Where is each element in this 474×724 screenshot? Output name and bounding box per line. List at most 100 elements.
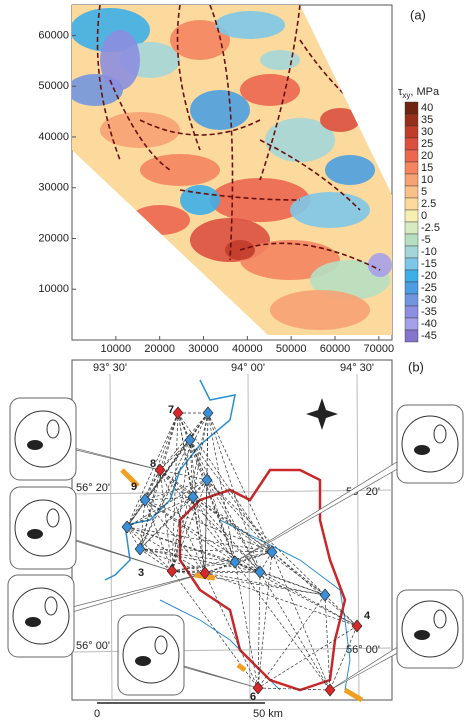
colorbar-label: -15 <box>421 258 437 270</box>
link <box>204 412 209 574</box>
link <box>204 572 326 596</box>
link <box>189 439 206 574</box>
longitude-label: 94° 00' <box>231 362 265 374</box>
link <box>234 551 273 563</box>
field-patch <box>260 50 300 70</box>
station <box>351 619 363 633</box>
link <box>159 439 191 471</box>
link <box>139 412 209 550</box>
contour <box>44 596 58 616</box>
station <box>134 542 146 556</box>
link <box>207 412 261 573</box>
link <box>126 479 208 528</box>
fault-line <box>109 79 171 171</box>
panel-label: (a) <box>410 7 426 22</box>
link <box>192 412 209 498</box>
station <box>154 463 166 477</box>
link <box>171 561 236 572</box>
colorbar-label: 2.5 <box>421 198 436 210</box>
fault-line <box>239 242 381 271</box>
north-arrow <box>306 398 338 430</box>
link <box>144 499 206 574</box>
link <box>177 412 194 498</box>
station-label: 6 <box>250 691 256 703</box>
colorbar-label: 30 <box>421 126 433 138</box>
link <box>144 499 173 572</box>
colorbar-label: 20 <box>421 150 433 162</box>
field-patch <box>100 112 180 148</box>
link <box>159 469 208 481</box>
panel-b: 93° 30' 94° 00' 94° 30'56° 20' 56° 20'56° 0… <box>7 359 464 720</box>
station <box>139 493 151 507</box>
station <box>229 555 241 569</box>
link <box>192 496 206 574</box>
station <box>199 566 211 580</box>
link <box>126 499 146 528</box>
colorbar-swatch <box>404 197 419 211</box>
link <box>126 412 209 528</box>
field-patch <box>240 74 300 106</box>
link <box>204 571 261 574</box>
colorbar-label: 35 <box>421 114 433 126</box>
latitude-label: 56° 00' <box>346 644 380 656</box>
meridian <box>247 373 251 701</box>
x-tick-label: 50000 <box>276 343 307 355</box>
field-patch <box>140 154 220 186</box>
field-patch <box>180 185 220 215</box>
x-tick-label: 10000 <box>101 343 132 355</box>
contour <box>414 630 430 640</box>
colorbar-label: -45 <box>421 330 437 342</box>
colorbar-label: -40 <box>421 318 437 330</box>
link <box>139 548 206 574</box>
link <box>259 571 326 596</box>
field-patch <box>265 118 335 162</box>
y-tick-label: 10000 <box>38 283 69 295</box>
x-tick-label: 30000 <box>188 343 219 355</box>
field-patch <box>100 30 140 90</box>
link <box>126 526 206 574</box>
latitude-label: 56° 20' <box>76 482 110 494</box>
link <box>171 439 191 572</box>
field-patch <box>170 20 230 60</box>
colorbar-swatch <box>404 317 419 331</box>
station-label: 4 <box>364 610 371 622</box>
link <box>234 561 259 689</box>
contour <box>46 419 60 439</box>
link <box>139 479 208 550</box>
colorbar-swatch <box>404 293 419 307</box>
link <box>329 625 358 691</box>
link <box>257 571 261 689</box>
x-tick-label: 60000 <box>320 343 351 355</box>
latitude-label: 56° 00' <box>76 640 110 652</box>
link <box>139 548 273 553</box>
link <box>257 687 331 691</box>
link <box>159 469 173 572</box>
link <box>144 499 273 553</box>
stereonet <box>14 410 72 468</box>
contour <box>433 609 447 629</box>
colorbar-swatch <box>404 173 419 187</box>
contour <box>433 424 447 444</box>
colorbar-swatch <box>404 209 419 223</box>
stress-arrow <box>120 468 140 488</box>
colorbar-label: 10 <box>421 174 433 186</box>
link <box>271 551 326 596</box>
station-label: 7 <box>168 404 174 416</box>
colorbar-title: τxy, MPa <box>398 86 440 100</box>
link <box>126 526 273 553</box>
colorbar-swatch <box>404 101 419 115</box>
station <box>184 433 196 447</box>
colorbar-swatch <box>404 305 419 319</box>
fault-line <box>96 5 121 161</box>
x-tick-label: 20000 <box>144 343 175 355</box>
link <box>189 439 194 498</box>
link <box>139 499 146 550</box>
y-tick-label: 60000 <box>38 29 69 41</box>
link <box>189 439 236 563</box>
y-tick-label: 20000 <box>38 232 69 244</box>
meridian <box>356 373 360 701</box>
link <box>144 499 236 563</box>
x-tick-label: 40000 <box>232 343 263 355</box>
link <box>159 412 209 471</box>
contour <box>27 529 43 539</box>
